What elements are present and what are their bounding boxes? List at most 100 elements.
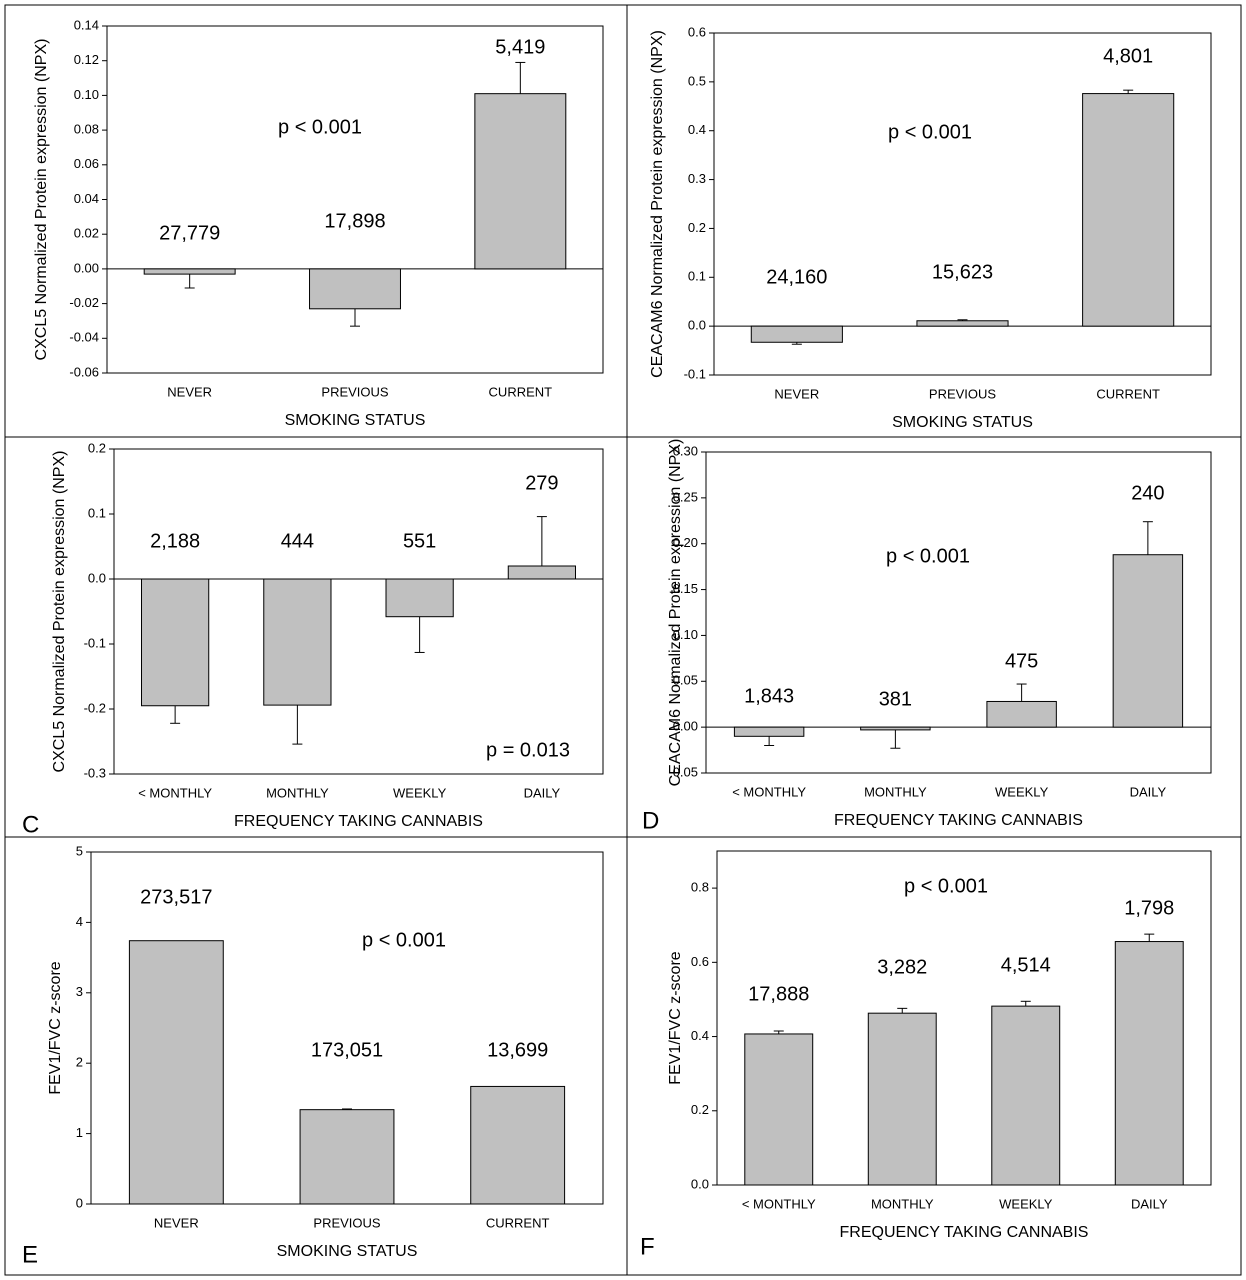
bar bbox=[470, 1085, 566, 1205]
y-tick-label: 0.0 bbox=[688, 318, 706, 333]
bar bbox=[750, 325, 843, 343]
y-tick-label: 0.08 bbox=[74, 122, 99, 137]
p-value: p < 0.001 bbox=[904, 875, 988, 897]
x-tick-label: WEEKLY bbox=[995, 784, 1049, 799]
bar bbox=[986, 700, 1057, 728]
y-tick-label: 0.0 bbox=[88, 570, 106, 585]
bar bbox=[1112, 554, 1184, 728]
bar-label: 279 bbox=[525, 472, 558, 494]
plot-area bbox=[113, 448, 604, 775]
y-axis-label: CXCL5 Normalized Protein expression (NPX… bbox=[51, 451, 68, 773]
bar-label: 381 bbox=[879, 688, 912, 710]
bar bbox=[141, 578, 210, 707]
panel-letter: F bbox=[640, 1233, 655, 1260]
plot-area bbox=[106, 25, 604, 374]
bar-label: 3,282 bbox=[877, 956, 927, 978]
y-tick-label: -0.1 bbox=[84, 635, 106, 650]
y-tick-label: 5 bbox=[76, 843, 83, 858]
y-axis-label: FEV1/FVC z-score bbox=[47, 961, 64, 1094]
y-axis-label: CEACAM6 Normalized Protein expression (N… bbox=[667, 439, 684, 787]
bar-label: 444 bbox=[281, 530, 314, 552]
y-tick-label: 0.30 bbox=[673, 443, 698, 458]
x-axis-label: FREQUENCY TAKING CANNABIS bbox=[234, 813, 483, 830]
bar-label: 4,801 bbox=[1103, 45, 1153, 67]
x-axis-label: SMOKING STATUS bbox=[285, 412, 426, 429]
p-value: p = 0.013 bbox=[486, 739, 570, 761]
bar bbox=[474, 93, 567, 270]
panel-letter: E bbox=[22, 1241, 38, 1268]
x-tick-label: < MONTHLY bbox=[138, 785, 212, 800]
y-tick-label: -0.06 bbox=[69, 364, 99, 379]
bar-label: 4,514 bbox=[1001, 954, 1051, 976]
bar-label: 17,898 bbox=[324, 210, 385, 232]
y-tick-label: 2 bbox=[76, 1055, 83, 1070]
y-tick-label: 0.2 bbox=[88, 440, 106, 455]
y-tick-label: 0.6 bbox=[691, 954, 709, 969]
y-tick-label: 0.02 bbox=[74, 226, 99, 241]
bar bbox=[860, 726, 931, 731]
y-tick-label: -0.05 bbox=[668, 764, 698, 779]
x-axis-label: FREQUENCY TAKING CANNABIS bbox=[840, 1224, 1089, 1241]
y-tick-label: 0.14 bbox=[74, 17, 99, 32]
bar-label: 173,051 bbox=[311, 1039, 383, 1061]
y-tick-label: -0.3 bbox=[84, 765, 106, 780]
y-tick-label: 0.00 bbox=[74, 260, 99, 275]
x-axis-label: FREQUENCY TAKING CANNABIS bbox=[834, 812, 1083, 829]
x-tick-label: MONTHLY bbox=[871, 1196, 934, 1211]
bar-label: 551 bbox=[403, 530, 436, 552]
p-value: p < 0.001 bbox=[886, 545, 970, 567]
y-tick-label: 0.6 bbox=[688, 24, 706, 39]
y-tick-label: 0 bbox=[76, 1195, 83, 1210]
bar bbox=[916, 320, 1009, 327]
y-tick-label: 0.04 bbox=[74, 191, 99, 206]
x-tick-label: WEEKLY bbox=[393, 785, 447, 800]
bar bbox=[507, 565, 576, 580]
y-tick-label: 0.3 bbox=[688, 171, 706, 186]
bar bbox=[263, 578, 332, 706]
plot-area bbox=[705, 451, 1212, 774]
x-tick-label: DAILY bbox=[1130, 784, 1167, 799]
bar-label: 24,160 bbox=[766, 266, 827, 288]
y-tick-label: 0.12 bbox=[74, 52, 99, 67]
x-tick-label: < MONTHLY bbox=[742, 1196, 816, 1211]
y-tick-label: 0.0 bbox=[691, 1176, 709, 1191]
y-tick-label: -0.1 bbox=[684, 366, 706, 381]
x-axis-label: SMOKING STATUS bbox=[277, 1243, 418, 1260]
plot-area bbox=[713, 32, 1212, 376]
bar-label: 17,888 bbox=[748, 983, 809, 1005]
y-tick-label: -0.04 bbox=[69, 330, 99, 345]
x-tick-label: NEVER bbox=[154, 1215, 199, 1230]
panel-letter: D bbox=[642, 807, 659, 834]
y-tick-label: -0.2 bbox=[84, 700, 106, 715]
y-axis-label: CEACAM6 Normalized Protein expression (N… bbox=[649, 30, 666, 378]
bar-label: 273,517 bbox=[140, 886, 212, 908]
y-tick-label: 0.10 bbox=[673, 627, 698, 642]
x-tick-label: < MONTHLY bbox=[732, 784, 806, 799]
bar-label: 13,699 bbox=[487, 1039, 548, 1061]
y-tick-label: 0.2 bbox=[688, 220, 706, 235]
x-tick-label: CURRENT bbox=[1096, 386, 1160, 401]
y-tick-label: 0.8 bbox=[691, 880, 709, 895]
x-tick-label: WEEKLY bbox=[999, 1196, 1053, 1211]
x-tick-label: DAILY bbox=[524, 785, 561, 800]
bar bbox=[143, 268, 236, 275]
bar-label: 1,798 bbox=[1124, 897, 1174, 919]
y-tick-label: 0.1 bbox=[88, 505, 106, 520]
y-tick-label: 0.1 bbox=[688, 269, 706, 284]
y-tick-label: 1 bbox=[76, 1125, 83, 1140]
x-tick-label: PREVIOUS bbox=[321, 384, 389, 399]
bar-label: 1,843 bbox=[744, 685, 794, 707]
p-value: p < 0.001 bbox=[278, 116, 362, 138]
bar bbox=[744, 1033, 814, 1186]
y-tick-label: 4 bbox=[76, 914, 83, 929]
x-tick-label: NEVER bbox=[167, 384, 212, 399]
bar-label: 5,419 bbox=[495, 36, 545, 58]
bar bbox=[309, 268, 401, 310]
bar bbox=[991, 1005, 1061, 1186]
bar bbox=[299, 1109, 395, 1205]
y-tick-label: 0.15 bbox=[673, 581, 698, 596]
bar bbox=[385, 578, 454, 618]
plot-area bbox=[716, 850, 1212, 1186]
y-tick-label: 0.05 bbox=[673, 673, 698, 688]
y-tick-label: 0.5 bbox=[688, 73, 706, 88]
